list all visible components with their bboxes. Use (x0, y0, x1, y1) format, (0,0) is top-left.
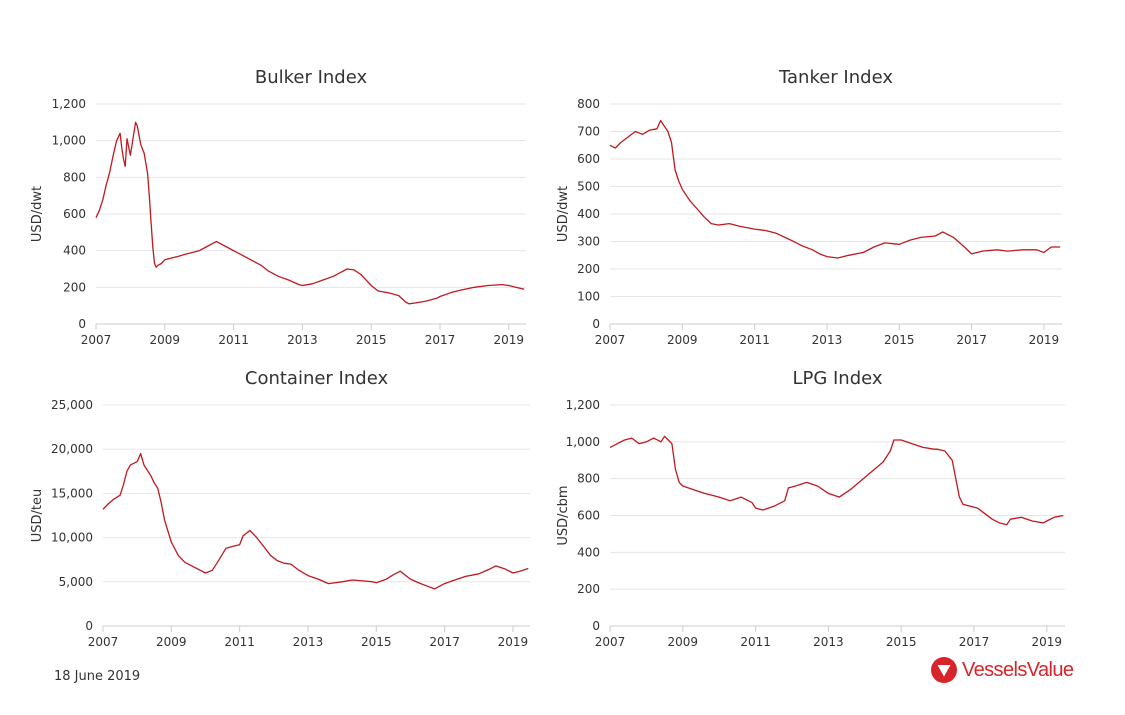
tanker-ytick-label: 600 (577, 152, 600, 166)
container-xtick-label: 2009 (156, 635, 187, 649)
container-xtick-label: 2017 (429, 635, 460, 649)
bulker-xtick-label: 2015 (356, 333, 387, 347)
bulker-ytick-label: 800 (63, 170, 86, 184)
tanker-xtick-label: 2019 (1029, 333, 1060, 347)
triangle-logo-icon (931, 657, 957, 683)
tanker-xtick-label: 2007 (595, 333, 626, 347)
lpg-xtick-label: 2019 (1032, 635, 1063, 649)
tanker-ytick-label: 0 (592, 317, 600, 331)
lpg-ytick-label: 400 (577, 545, 600, 559)
vesselsvalue-logo: VesselsValue (930, 655, 1074, 685)
lpg-ytick-label: 0 (592, 619, 600, 633)
container-xtick-label: 2013 (293, 635, 324, 649)
lpg-xtick-label: 2011 (740, 635, 771, 649)
bulker-xtick-label: 2007 (81, 333, 112, 347)
lpg-xtick-label: 2017 (959, 635, 990, 649)
container-ytick-label: 15,000 (51, 486, 93, 500)
bulker-ytick-label: 600 (63, 207, 86, 221)
tanker-ytick-label: 100 (577, 290, 600, 304)
tanker-xtick-label: 2013 (812, 333, 843, 347)
container-ytick-label: 5,000 (59, 575, 93, 589)
container-ytick-label: 25,000 (51, 398, 93, 412)
lpg-series-line (609, 435, 1064, 526)
container-xtick-label: 2019 (498, 635, 529, 649)
tanker-series-line (609, 119, 1061, 259)
tanker-title: Tanker Index (778, 67, 893, 88)
bulker-xtick-label: 2013 (287, 333, 318, 347)
container-xtick-label: 2011 (224, 635, 255, 649)
lpg-chart: LPG Index 0 200 400 600 800 1,000 1,200 2007 2009… (556, 368, 1065, 649)
container-xtick-label: 2007 (88, 635, 119, 649)
tanker-ytick-label: 700 (577, 125, 600, 139)
bulker-ytick-label: 0 (78, 317, 86, 331)
bulker-ytick-label: 200 (63, 280, 86, 294)
lpg-ytick-label: 1,200 (566, 398, 600, 412)
bulker-ytick-label: 1,200 (52, 97, 86, 111)
lpg-y-axis-label: USD/cbm (556, 485, 571, 545)
lpg-ytick-label: 1,000 (566, 435, 600, 449)
bulker-title: Bulker Index (255, 67, 368, 88)
tanker-ytick-label: 500 (577, 180, 600, 194)
lpg-xtick-label: 2013 (813, 635, 844, 649)
container-ytick-label: 20,000 (51, 442, 93, 456)
brand-name: VesselsValue (962, 658, 1074, 681)
lpg-title: LPG Index (792, 368, 882, 389)
bulker-y-axis-label: USD/dwt (30, 186, 45, 242)
bulker-chart: Bulker Index 0 200 400 600 800 1,000 1,200 2007 2… (30, 67, 526, 347)
bulker-ytick-label: 400 (63, 244, 86, 258)
bulker-series-line (95, 121, 525, 305)
container-chart: Container Index 0 5,000 10,000 15,000 20,000 2… (30, 368, 530, 649)
container-ytick-label: 0 (85, 619, 93, 633)
bulker-xtick-label: 2009 (150, 333, 181, 347)
container-series-line (102, 452, 529, 590)
tanker-ytick-label: 300 (577, 235, 600, 249)
lpg-xtick-label: 2009 (668, 635, 699, 649)
bulker-ytick-label: 1,000 (52, 134, 86, 148)
container-ytick-label: 10,000 (51, 531, 93, 545)
report-date: 18 June 2019 (54, 669, 141, 684)
container-xtick-label: 2015 (361, 635, 392, 649)
tanker-ytick-label: 400 (577, 207, 600, 221)
tanker-xtick-label: 2009 (667, 333, 698, 347)
lpg-ytick-label: 200 (577, 582, 600, 596)
tanker-ytick-label: 800 (577, 97, 600, 111)
lpg-xtick-label: 2007 (595, 635, 626, 649)
lpg-ytick-label: 600 (577, 509, 600, 523)
bulker-xtick-label: 2019 (494, 333, 525, 347)
container-title: Container Index (245, 368, 389, 389)
container-y-axis-label: USD/teu (30, 489, 45, 543)
lpg-xtick-label: 2015 (886, 635, 917, 649)
tanker-chart: Tanker Index 0 100 200 300 400 500 600 700 800 200… (556, 67, 1062, 347)
tanker-y-axis-label: USD/dwt (556, 186, 571, 242)
bulker-xtick-label: 2011 (218, 333, 249, 347)
tanker-xtick-label: 2017 (956, 333, 987, 347)
lpg-ytick-label: 800 (577, 472, 600, 486)
tanker-xtick-label: 2011 (739, 333, 770, 347)
tanker-ytick-label: 200 (577, 262, 600, 276)
bulker-xtick-label: 2017 (425, 333, 456, 347)
tanker-xtick-label: 2015 (884, 333, 915, 347)
